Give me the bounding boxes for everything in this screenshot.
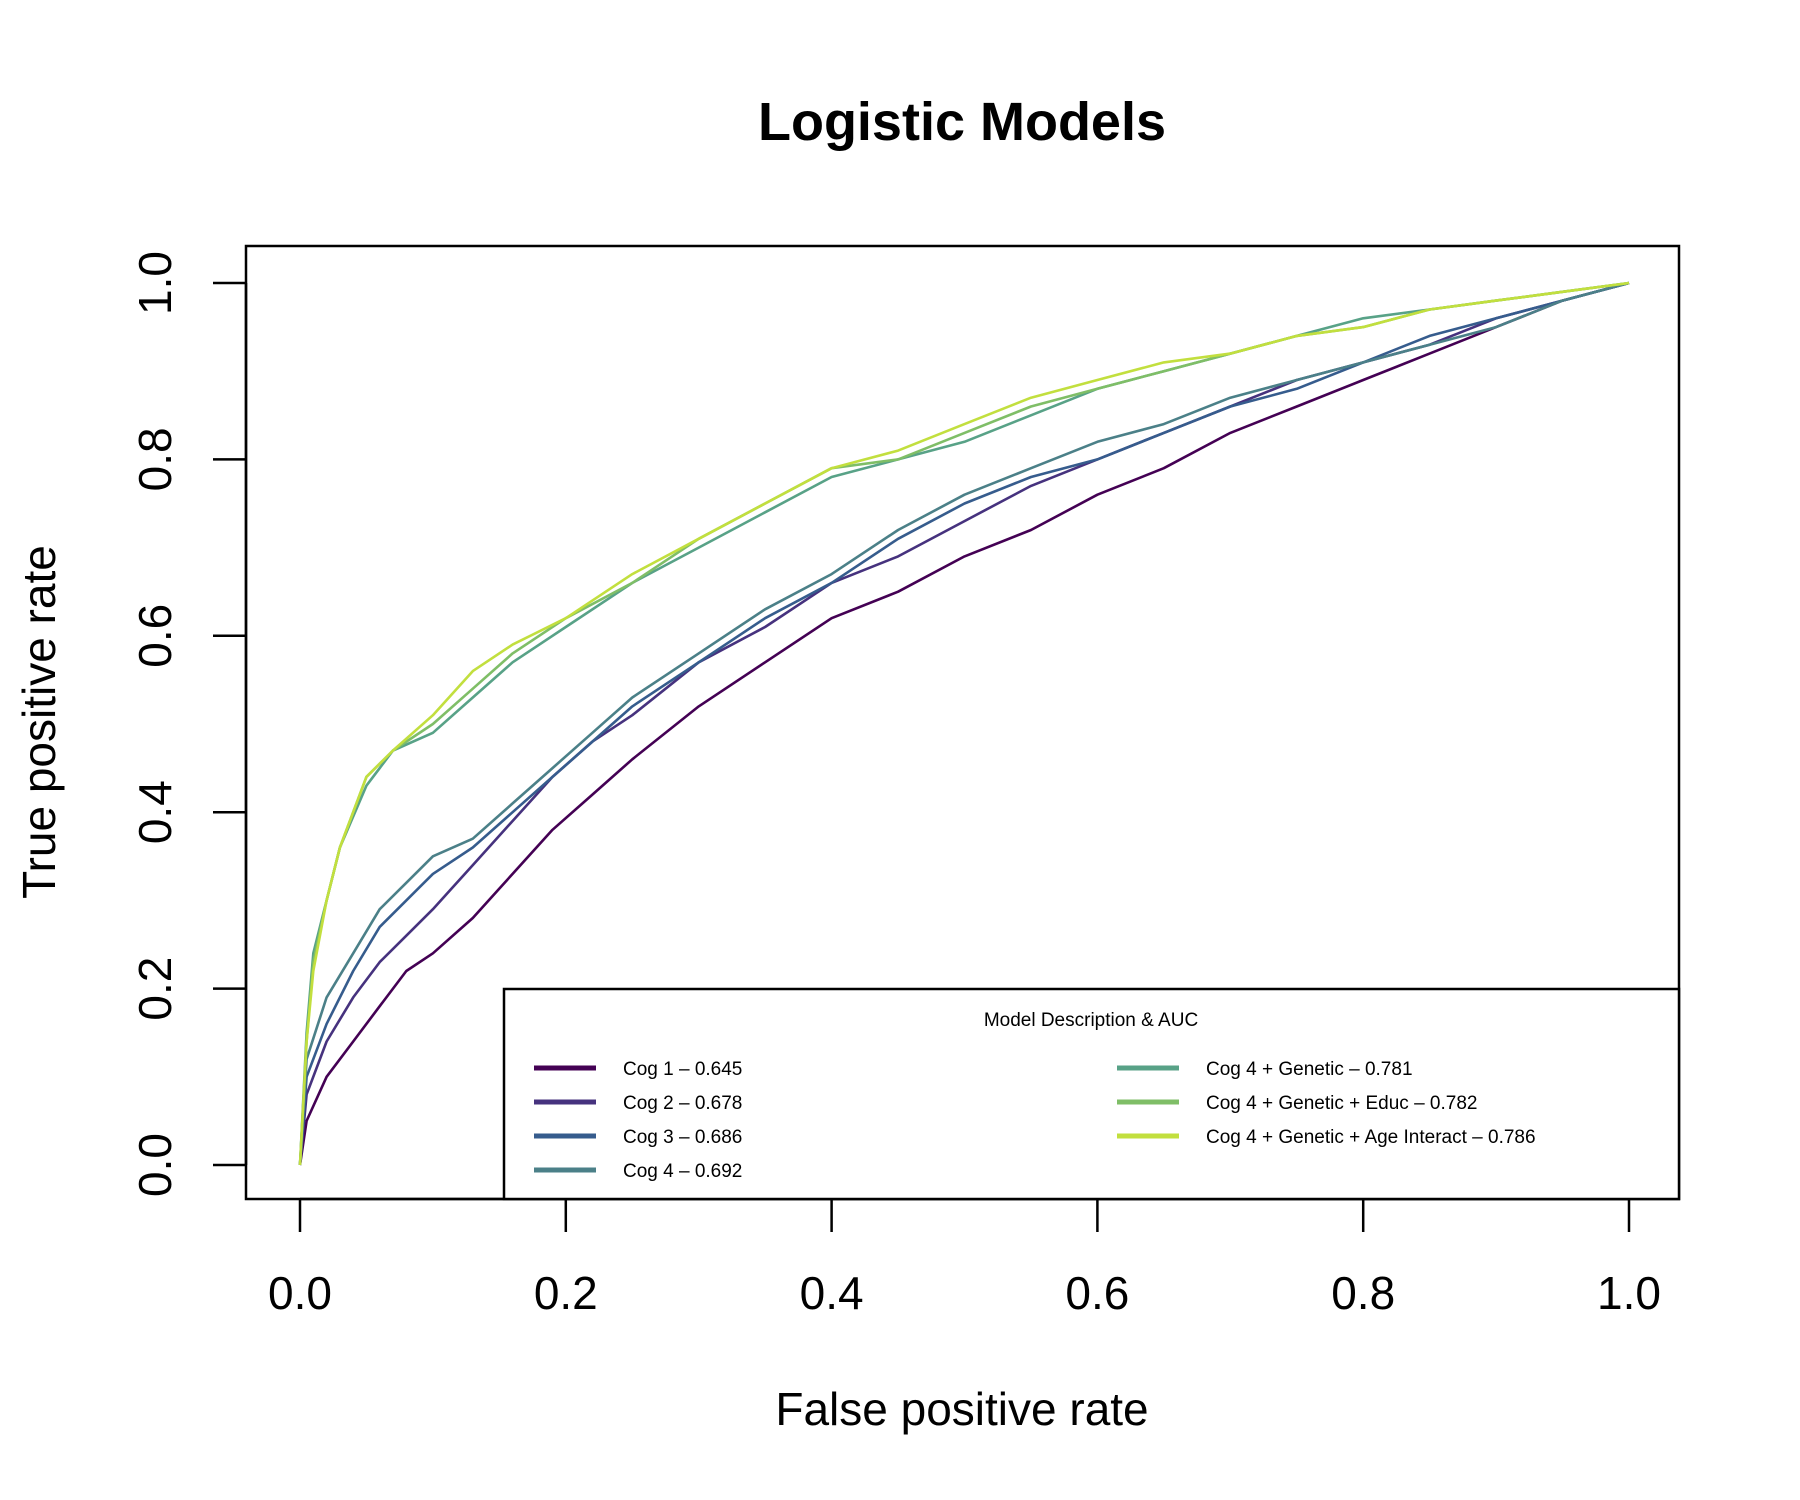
y-axis-label: True positive rate [13,545,65,899]
y-tick-label: 0.0 [129,1133,181,1197]
legend-label-2: Cog 2 – 0.678 [623,1093,742,1114]
y-tick-label: 0.6 [129,604,181,668]
y-tick-label: 0.2 [129,957,181,1021]
legend-title: Model Description & AUC [984,1010,1198,1031]
series-line-4 [298,281,1630,1166]
x-tick-label: 0.6 [1065,1267,1129,1319]
legend-label-5: Cog 4 + Genetic – 0.781 [1206,1059,1413,1080]
x-tick-label: 0.2 [534,1267,598,1319]
legend-entries: Cog 1 – 0.645 Cog 2 – 0.678 Cog 3 – 0.686 C… [534,1059,1536,1182]
series-line-1 [298,281,1630,1166]
x-tick-label: 0.0 [268,1267,332,1319]
legend-label-4: Cog 4 – 0.692 [623,1161,742,1182]
legend: Model Description & AUC Cog 1 – 0.645Cog… [502,987,1681,1201]
legend-label-6: Cog 4 + Genetic + Educ – 0.782 [1206,1093,1477,1114]
x-axis: 0.0 0.2 0.4 0.6 0.8 1.0 [268,1197,1661,1319]
legend-box [502,987,1681,1201]
x-axis-label: False positive rate [775,1383,1148,1435]
chart-title: Logistic Models [758,92,1166,152]
legend-label-7: Cog 4 + Genetic + Age Interact – 0.786 [1206,1127,1536,1148]
legend-label-1: Cog 1 – 0.645 [623,1059,742,1080]
series-layer [298,281,1630,1166]
series-line-3 [298,281,1630,1166]
y-tick-label: 0.8 [129,427,181,491]
y-tick-label: 0.4 [129,780,181,844]
y-tick-label: 1.0 [129,251,181,315]
series-line-7 [298,281,1630,1166]
legend-label-3: Cog 3 – 0.686 [623,1127,742,1148]
x-tick-label: 0.8 [1331,1267,1395,1319]
x-tick-label: 1.0 [1597,1267,1661,1319]
x-tick-label: 0.4 [800,1267,864,1319]
y-axis: 0.0 0.2 0.4 0.6 0.8 1.0 [129,251,248,1197]
